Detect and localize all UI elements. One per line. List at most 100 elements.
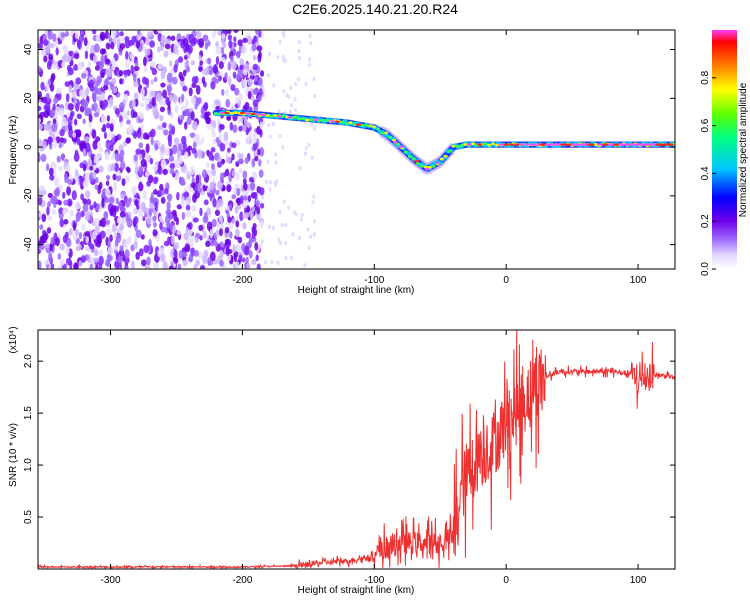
spectrogram-noise-cell bbox=[270, 260, 274, 265]
spectrogram-noise-cell bbox=[94, 264, 99, 269]
snr-x-tick-label: -300 bbox=[101, 575, 121, 586]
spectrogram-noise-cell bbox=[187, 222, 193, 230]
spectrogram-noise-cell bbox=[177, 56, 184, 64]
spectrogram-noise-cell bbox=[219, 249, 224, 259]
spectrogram-noise-cell bbox=[74, 118, 78, 126]
spectrogram-noise-cell bbox=[289, 85, 293, 90]
spectrogram-noise-cell bbox=[232, 124, 238, 134]
spectrogram-noise-cell bbox=[239, 211, 244, 222]
spectrogram-noise-cell bbox=[268, 187, 272, 192]
spectrogram-noise-cell bbox=[166, 72, 173, 83]
spectrogram-noise-cell bbox=[235, 220, 240, 228]
spectrogram-noise-cell bbox=[75, 228, 80, 237]
spectrogram-noise-cell bbox=[144, 152, 150, 162]
spectrogram-signal-track bbox=[212, 109, 675, 175]
spectrogram-noise-cell bbox=[306, 226, 310, 232]
spectrogram-noise-cell bbox=[256, 205, 261, 215]
spectrogram-track-cell bbox=[483, 142, 488, 146]
spectrogram-noise-cell bbox=[233, 36, 237, 43]
spectrogram-noise-cell bbox=[39, 111, 46, 118]
spectrogram-noise-cell bbox=[111, 223, 117, 233]
spectrogram-noise-cell bbox=[227, 61, 232, 71]
spectrogram-noise-cell bbox=[277, 108, 281, 114]
spectrogram-noise-cell bbox=[213, 63, 218, 72]
spectrogram-noise-cell bbox=[234, 205, 239, 214]
spectrogram-noise-cell bbox=[199, 265, 205, 269]
spectrogram-noise-cell bbox=[135, 40, 140, 49]
spectrogram-noise-cell bbox=[284, 255, 288, 261]
spectrogram-noise-cell bbox=[206, 207, 212, 216]
spectrogram-noise-cell bbox=[138, 248, 144, 257]
spectrogram-noise-cell bbox=[199, 207, 203, 217]
spectrogram-noise-cell bbox=[205, 162, 210, 168]
spectrogram-noise-cell bbox=[89, 243, 95, 250]
spectrogram-noise-cell bbox=[153, 189, 158, 195]
snr-x-tick-label: 100 bbox=[630, 575, 647, 586]
spectrogram-noise-cell bbox=[144, 77, 150, 85]
spectrogram-noise-cell bbox=[227, 216, 232, 223]
spectrogram-noise-cell bbox=[142, 216, 146, 222]
spectrogram-noise-cell bbox=[291, 232, 295, 237]
spectrogram-noise-cell bbox=[242, 178, 247, 185]
spectrogram-noise-cell bbox=[59, 107, 65, 117]
spectrogram-noise-cell bbox=[46, 43, 50, 54]
spectrogram-noise-cell bbox=[211, 163, 215, 170]
spectrogram-noise-cell bbox=[42, 34, 47, 40]
spectrogram-noise-cell bbox=[49, 109, 54, 117]
spectrogram-noise-cell bbox=[126, 119, 131, 125]
spectrogram-noise-cell bbox=[247, 90, 252, 100]
spectrogram-noise-cell bbox=[178, 143, 183, 152]
spectrogram-noise-cell bbox=[313, 93, 317, 99]
spectrogram-noise-cell bbox=[238, 153, 244, 159]
spectrogram-noise-cell bbox=[257, 94, 262, 102]
spectrogram-noise-cell bbox=[276, 260, 280, 266]
spectrogram-noise-cell bbox=[92, 164, 97, 171]
spectrogram-noise-cell bbox=[49, 83, 55, 92]
spectrogram-noise-cell bbox=[274, 160, 278, 165]
spectrogram-noise-cell bbox=[246, 121, 252, 128]
spectrogram-noise-cell bbox=[59, 218, 64, 228]
spectrogram-noise-cell bbox=[75, 211, 82, 221]
spectrogram-noise-cell bbox=[179, 75, 185, 82]
spectrogram-noise-cell bbox=[173, 64, 178, 73]
spectrogram-track-cell bbox=[466, 143, 472, 146]
spectrogram-noise-cell bbox=[175, 217, 179, 226]
spectrogram-noise-cell bbox=[46, 124, 50, 131]
spectrogram-track-cell bbox=[297, 117, 302, 121]
spectrogram-noise-cell bbox=[55, 187, 60, 197]
spectrogram-noise-cell bbox=[61, 61, 65, 69]
spectrogram-noise-cell bbox=[214, 78, 220, 84]
spectrogram-noise-cell bbox=[88, 79, 94, 88]
spectrogram-noise-cell bbox=[119, 31, 124, 37]
spectrogram-track-cell bbox=[376, 127, 381, 131]
snr-y-tick-label: 1.5 bbox=[23, 406, 34, 420]
spectrogram-x-tick-label: 100 bbox=[630, 275, 647, 286]
spectrogram-noise-cell bbox=[132, 131, 138, 139]
spectrogram-noise-cell bbox=[82, 179, 89, 188]
spectrogram-noise-cell bbox=[192, 141, 197, 149]
spectrogram-noise-cell bbox=[133, 153, 138, 162]
spectrogram-x-tick-label: 0 bbox=[503, 275, 509, 286]
spectrogram-track-cell bbox=[398, 145, 404, 149]
spectrogram-noise-cell bbox=[246, 205, 251, 213]
spectrogram-track-cell bbox=[301, 117, 306, 120]
spectrogram-noise-cell bbox=[232, 244, 237, 253]
spectrogram-noise-cell bbox=[151, 68, 158, 76]
spectrogram-track-cell bbox=[250, 112, 256, 116]
spectrogram-noise-cell bbox=[174, 104, 179, 114]
spectrogram-noise-cell bbox=[289, 102, 293, 108]
spectrogram-noise-cell bbox=[71, 190, 77, 201]
spectrogram-noise-cell bbox=[124, 36, 130, 42]
spectrogram-noise-cell bbox=[156, 190, 162, 198]
spectrogram-frame bbox=[37, 29, 676, 270]
spectrogram-noise-cell bbox=[166, 201, 171, 211]
spectrogram-track-cell bbox=[530, 143, 536, 146]
spectrogram-noise-cell bbox=[67, 179, 73, 185]
spectrogram-noise-cell bbox=[246, 35, 253, 45]
spectrogram-noise-cell bbox=[252, 135, 257, 144]
spectrogram-noise-cell bbox=[202, 254, 208, 265]
spectrogram-noise-cell bbox=[100, 72, 105, 79]
spectrogram-noise-cell bbox=[235, 97, 240, 104]
spectrogram-noise-cell bbox=[271, 121, 275, 127]
